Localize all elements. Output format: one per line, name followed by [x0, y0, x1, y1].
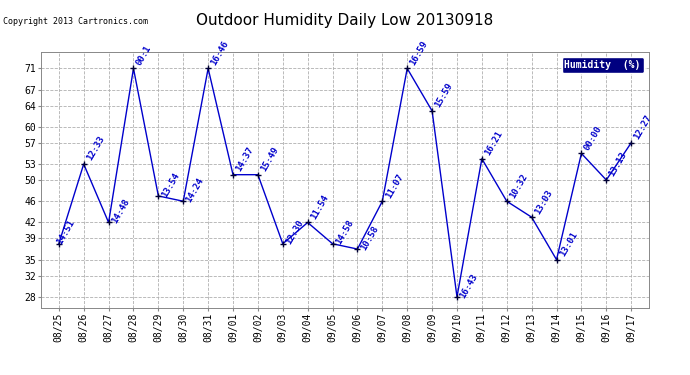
Legend: Humidity  (%): Humidity (%)	[562, 57, 644, 73]
Text: 16:46: 16:46	[209, 39, 230, 67]
Text: 14:24: 14:24	[184, 176, 206, 204]
Text: 10:58: 10:58	[359, 224, 380, 252]
Text: 14:51: 14:51	[55, 219, 77, 246]
Text: 11:54: 11:54	[309, 193, 330, 221]
Text: 11:07: 11:07	[384, 172, 405, 200]
Text: Outdoor Humidity Daily Low 20130918: Outdoor Humidity Daily Low 20130918	[197, 13, 493, 28]
Text: 16:43: 16:43	[458, 272, 480, 300]
Text: 12:30: 12:30	[284, 219, 305, 246]
Text: 00:1: 00:1	[135, 44, 153, 67]
Text: 13:03: 13:03	[533, 188, 554, 216]
Text: Copyright 2013 Cartronics.com: Copyright 2013 Cartronics.com	[3, 17, 148, 26]
Text: 12:33: 12:33	[85, 135, 106, 162]
Text: 16:21: 16:21	[483, 129, 504, 157]
Text: 12:27: 12:27	[633, 114, 653, 141]
Text: 16:59: 16:59	[408, 39, 430, 67]
Text: 13:01: 13:01	[558, 230, 579, 258]
Text: 15:49: 15:49	[259, 146, 280, 173]
Text: 13:54: 13:54	[159, 171, 181, 199]
Text: 15:59: 15:59	[433, 82, 455, 110]
Text: 14:37: 14:37	[235, 146, 255, 173]
Text: 14:48: 14:48	[110, 197, 131, 225]
Text: 13:13: 13:13	[607, 151, 629, 178]
Text: 10:32: 10:32	[508, 172, 529, 200]
Text: 00:00: 00:00	[582, 124, 604, 152]
Text: 14:58: 14:58	[334, 219, 355, 246]
